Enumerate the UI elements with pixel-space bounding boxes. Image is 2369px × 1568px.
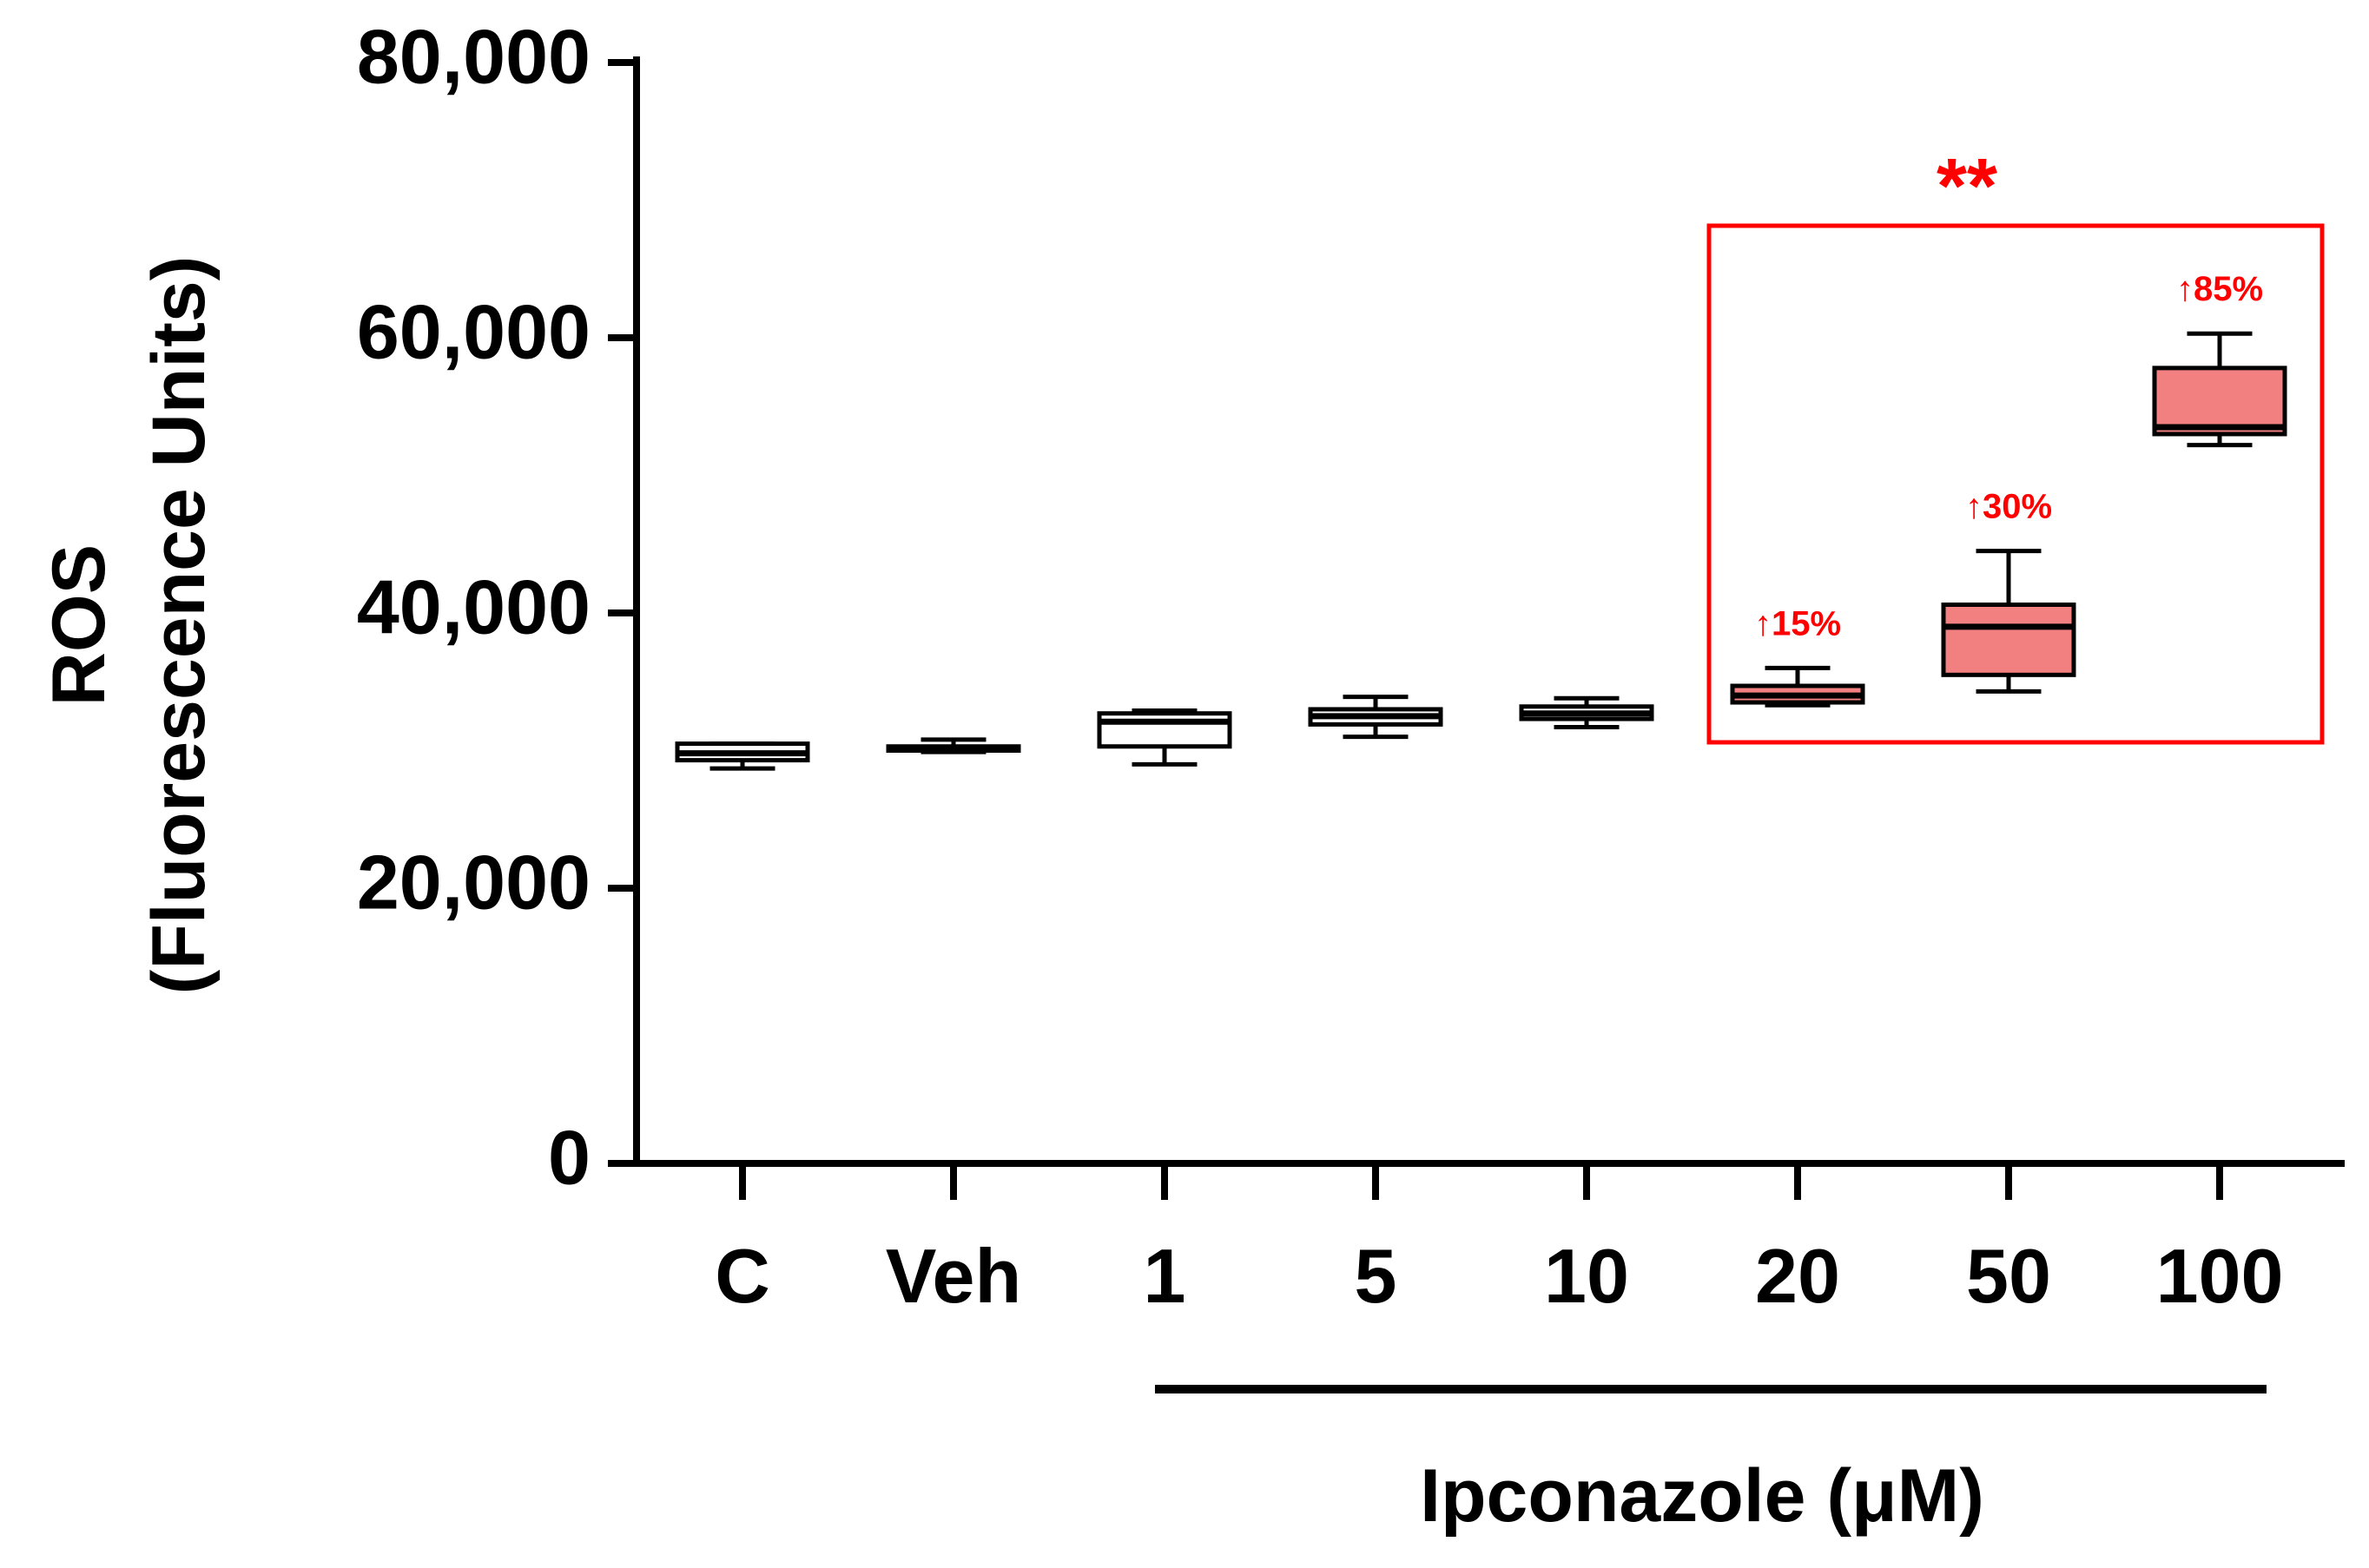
box-iqr [1097, 711, 1232, 749]
x-ticks: C Veh 1 5 10 20 50 100 [715, 1163, 2283, 1319]
box-1 [1097, 708, 1232, 767]
y-tick-label: 0 [548, 1114, 591, 1200]
boxes [675, 331, 2287, 771]
box-10 [1519, 695, 1654, 730]
y-tick-label: 40,000 [357, 563, 591, 649]
box-iqr [2152, 366, 2287, 437]
x-tick-label: 1 [1144, 1233, 1186, 1319]
x-tick-label: 20 [1755, 1233, 1840, 1319]
box-C [675, 741, 810, 771]
percent-increase-label: ↑15% [1754, 604, 1841, 642]
x-axis-title: Ipconazole (μM) [1420, 1454, 1984, 1538]
y-tick-label: 80,000 [357, 13, 591, 99]
y-axis-title-line2: (Fluorescence Units) [137, 256, 221, 995]
x-tick-label: 50 [1966, 1233, 2051, 1319]
box-iqr [1941, 602, 2076, 677]
y-tick-label: 60,000 [357, 288, 591, 374]
box-100 [2152, 331, 2287, 448]
x-tick-label: C [715, 1233, 770, 1319]
percent-increase-label: ↑85% [2176, 270, 2263, 308]
x-tick-label: 10 [1544, 1233, 1629, 1319]
x-tick-label: 100 [2156, 1233, 2284, 1319]
percent-increase-label: ↑30% [1965, 488, 2052, 526]
y-ticks: 0 20,000 40,000 60,000 80,000 [357, 13, 640, 1200]
box-50 [1941, 549, 2076, 694]
box-20 [1730, 665, 1865, 708]
y-axis-title-line1: ROS [37, 544, 121, 706]
annotations: ↑15% ↑30% ↑85% [1754, 270, 2263, 642]
y-axis-title: ROS (Fluorescence Units) [37, 256, 221, 995]
box-Veh [886, 737, 1021, 754]
y-tick-label: 20,000 [357, 839, 591, 925]
x-tick-label: Veh [886, 1233, 1022, 1319]
significance-highlight-box [1706, 223, 2325, 745]
x-tick-label: 5 [1355, 1233, 1397, 1319]
box-5 [1308, 695, 1443, 740]
significance-marker: ** [1937, 143, 1997, 230]
